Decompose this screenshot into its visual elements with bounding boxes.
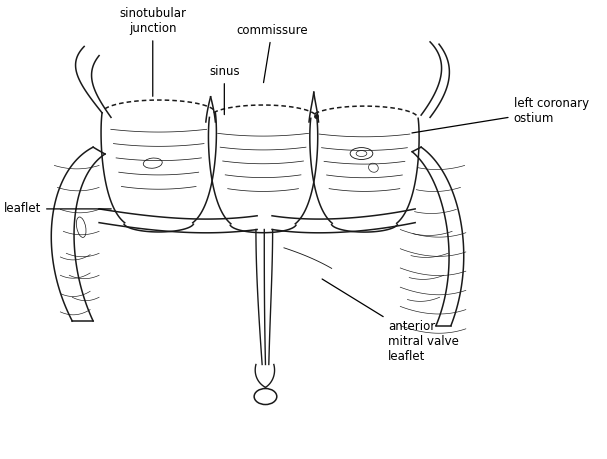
Text: sinus: sinus bbox=[209, 65, 240, 115]
Text: sinotubular
junction: sinotubular junction bbox=[119, 7, 186, 96]
Text: left coronary
ostium: left coronary ostium bbox=[412, 96, 589, 133]
Text: anterior
mitral valve
leaflet: anterior mitral valve leaflet bbox=[322, 279, 459, 363]
Text: commissure: commissure bbox=[236, 24, 308, 83]
Text: leaflet: leaflet bbox=[4, 202, 111, 215]
